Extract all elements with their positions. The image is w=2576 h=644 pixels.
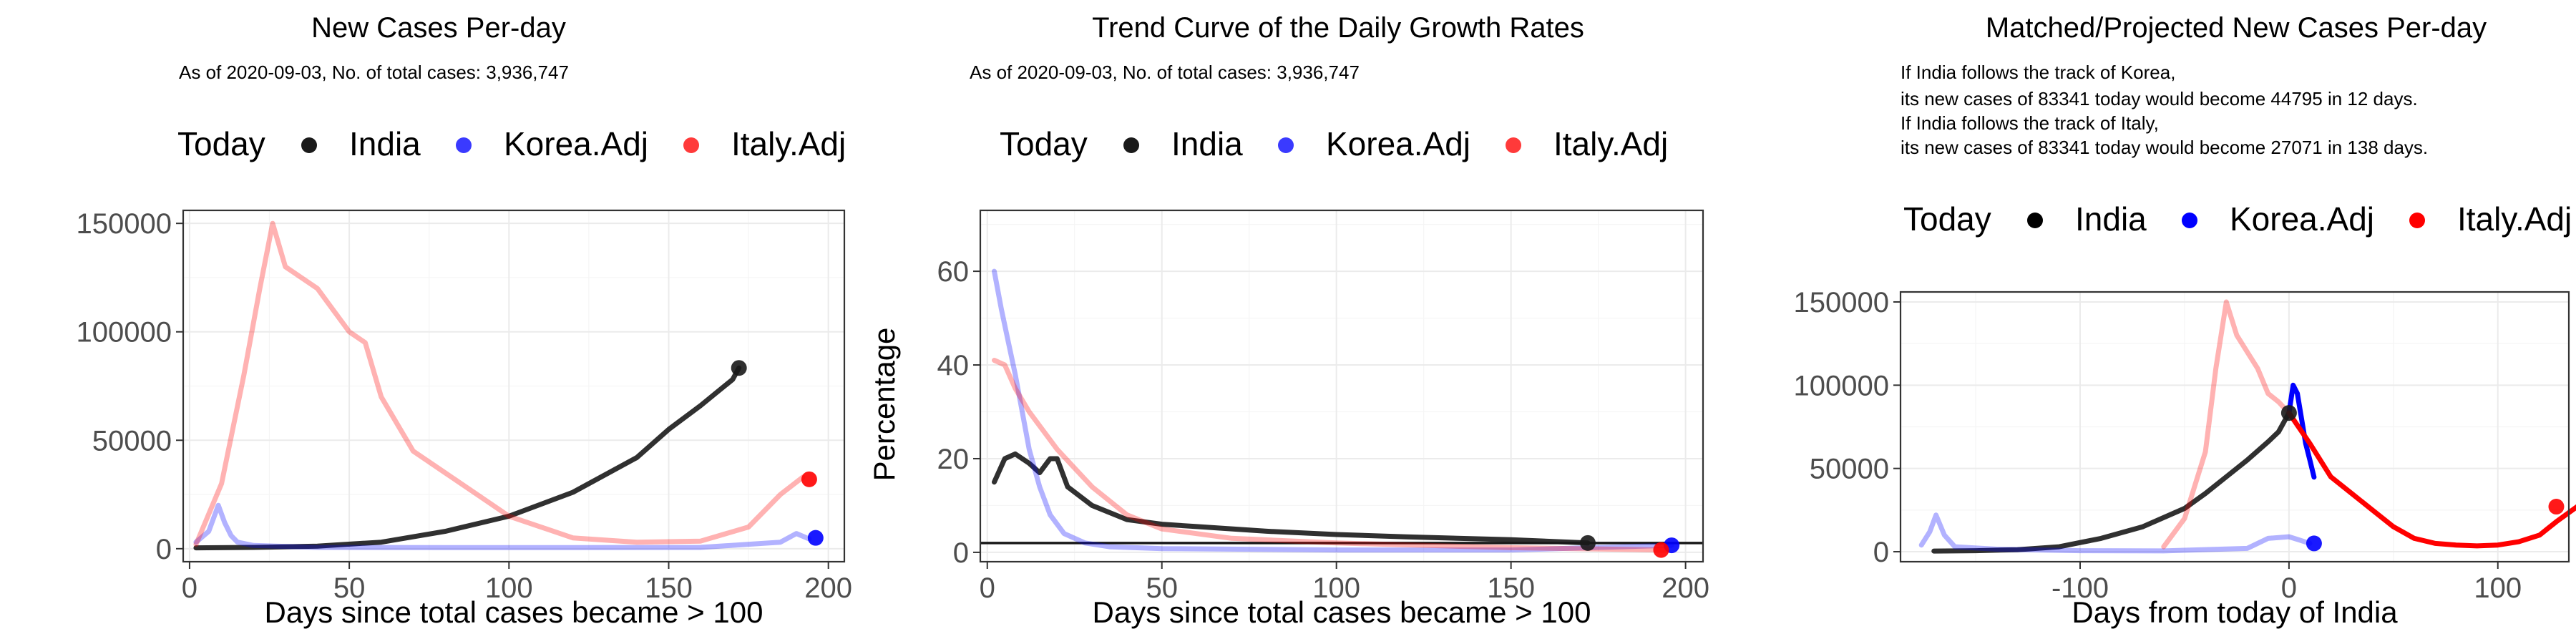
x-axis-label: Days since total cases became > 100 (1093, 595, 1591, 629)
today-point-italy-adj (801, 471, 817, 487)
today-point-india (2280, 405, 2297, 421)
x-tick-label: 200 (804, 572, 852, 604)
today-point-korea-adj (2306, 535, 2322, 552)
today-point-india (1579, 535, 1596, 551)
series-line-italy-adj (193, 220, 806, 547)
x-tick-label: 50 (333, 572, 366, 604)
annotation-line: its new cases of 83341 today would becom… (1901, 137, 2428, 158)
legend-label-italy: Italy.Adj (2457, 200, 2572, 238)
legend-marker-korea (1278, 137, 1294, 153)
y-tick-label: 20 (937, 444, 970, 475)
series-line-korea-adj (193, 502, 812, 550)
legend-marker-korea (456, 137, 472, 153)
x-tick-label: 100 (485, 572, 533, 604)
legend-label-india: India (2075, 200, 2147, 238)
panel-new-cases: New Cases Per-day As of 2020-09-03, No. … (77, 12, 852, 629)
series-line-korea-adj (992, 268, 1674, 553)
y-tick-label: 150000 (1794, 287, 1889, 318)
x-axis-label: Days since total cases became > 100 (265, 595, 763, 629)
x-tick-label: 150 (645, 572, 693, 604)
chart-subtitle: As of 2020-09-03, No. of total cases: 3,… (179, 62, 569, 83)
plot-frame (979, 209, 1704, 563)
y-tick-label: 60 (937, 256, 970, 288)
legend: Today India Korea.Adj Italy.Adj (177, 125, 846, 162)
x-tick-label: 200 (1662, 572, 1709, 604)
legend-marker-italy (1506, 137, 1521, 153)
legend-label-india: India (1171, 125, 1243, 162)
series-line-italy-adj (992, 358, 1667, 553)
panel-projected-cases: Matched/Projected New Cases Per-day If I… (1794, 12, 2576, 629)
plot-background (980, 210, 1703, 562)
legend-label-korea: Korea.Adj (1326, 125, 1470, 162)
y-tick-label: 100000 (77, 317, 172, 348)
today-point-italy-adj (2548, 499, 2565, 515)
series-line-korea-adj-projection (2286, 382, 2317, 480)
legend-marker-korea (2182, 213, 2197, 228)
series-line-italy-adj-projection (2286, 410, 2576, 549)
legend-marker-italy (683, 137, 699, 153)
legend-title: Today (1903, 200, 1991, 238)
series-line-india (1931, 410, 2292, 554)
legend-label-korea: Korea.Adj (504, 125, 648, 162)
plot-frame (182, 209, 846, 563)
x-tick-label: 150 (1487, 572, 1535, 604)
legend-marker-india (301, 137, 317, 153)
annotation-line: its new cases of 83341 today would becom… (1901, 88, 2418, 109)
x-tick-label: -100 (2051, 572, 2109, 604)
series-line-korea-adj (1918, 512, 2313, 554)
legend-marker-india (1123, 137, 1139, 153)
legend-title: Today (1000, 125, 1088, 162)
plot-area: 0 50 100 150 200 0 20 40 60 Days since total case… (937, 209, 1709, 629)
legend: Today India Korea.Adj Italy.Adj (1903, 200, 2572, 238)
legend-title: Today (177, 125, 265, 162)
x-axis-label: Days from today of India (2072, 595, 2398, 629)
x-tick-label: 0 (980, 572, 995, 604)
x-tick-label: 0 (182, 572, 197, 604)
plot-area: 0 50 100 150 200 0 50000 100000 150000 Days since… (77, 208, 852, 629)
today-point-india (731, 360, 747, 376)
x-tick-label: 100 (1312, 572, 1360, 604)
y-tick-label: 50000 (92, 425, 172, 457)
legend-label-italy: Italy.Adj (731, 125, 846, 162)
series-line-india (992, 451, 1591, 546)
legend-label-india: India (349, 125, 421, 162)
x-tick-label: 50 (1146, 572, 1178, 604)
chart-subtitle: As of 2020-09-03, No. of total cases: 3,… (970, 62, 1360, 83)
legend-label-korea: Korea.Adj (2230, 200, 2374, 238)
y-tick-label: 0 (1873, 537, 1889, 568)
panel-growth-rates: Trend Curve of the Daily Growth Rates As… (867, 12, 1709, 629)
y-tick-label: 0 (156, 534, 172, 565)
annotation-line: If India follows the track of Korea, (1901, 62, 2175, 83)
x-tick-label: 0 (2281, 572, 2297, 604)
chart-title: Trend Curve of the Daily Growth Rates (1092, 12, 1584, 44)
x-tick-label: 100 (2474, 572, 2522, 604)
today-point-korea-adj (807, 530, 824, 546)
chart-title: Matched/Projected New Cases Per-day (1986, 12, 2487, 44)
plot-area: -100 0 100 0 50000 100000 150000 Days from toda… (1794, 287, 2576, 629)
y-axis-label: Percentage (867, 328, 901, 482)
legend-marker-india (2027, 213, 2043, 228)
plot-frame (1899, 291, 2570, 563)
annotation-line: If India follows the track of Italy, (1901, 112, 2159, 134)
legend-marker-italy (2409, 213, 2425, 228)
annotation: If India follows the track of Korea, its… (1901, 62, 2428, 158)
y-tick-label: 50000 (1810, 454, 1889, 485)
series-line-italy-adj (2161, 299, 2292, 550)
y-tick-label: 40 (937, 350, 970, 381)
y-tick-label: 150000 (77, 208, 172, 240)
chart-title: New Cases Per-day (311, 12, 566, 44)
today-point-italy-adj (1653, 542, 1669, 558)
series-line-india (193, 365, 742, 551)
legend: Today India Korea.Adj Italy.Adj (1000, 125, 1668, 162)
y-tick-label: 100000 (1794, 370, 1889, 401)
legend-label-italy: Italy.Adj (1553, 125, 1668, 162)
y-tick-label: 0 (953, 537, 969, 569)
